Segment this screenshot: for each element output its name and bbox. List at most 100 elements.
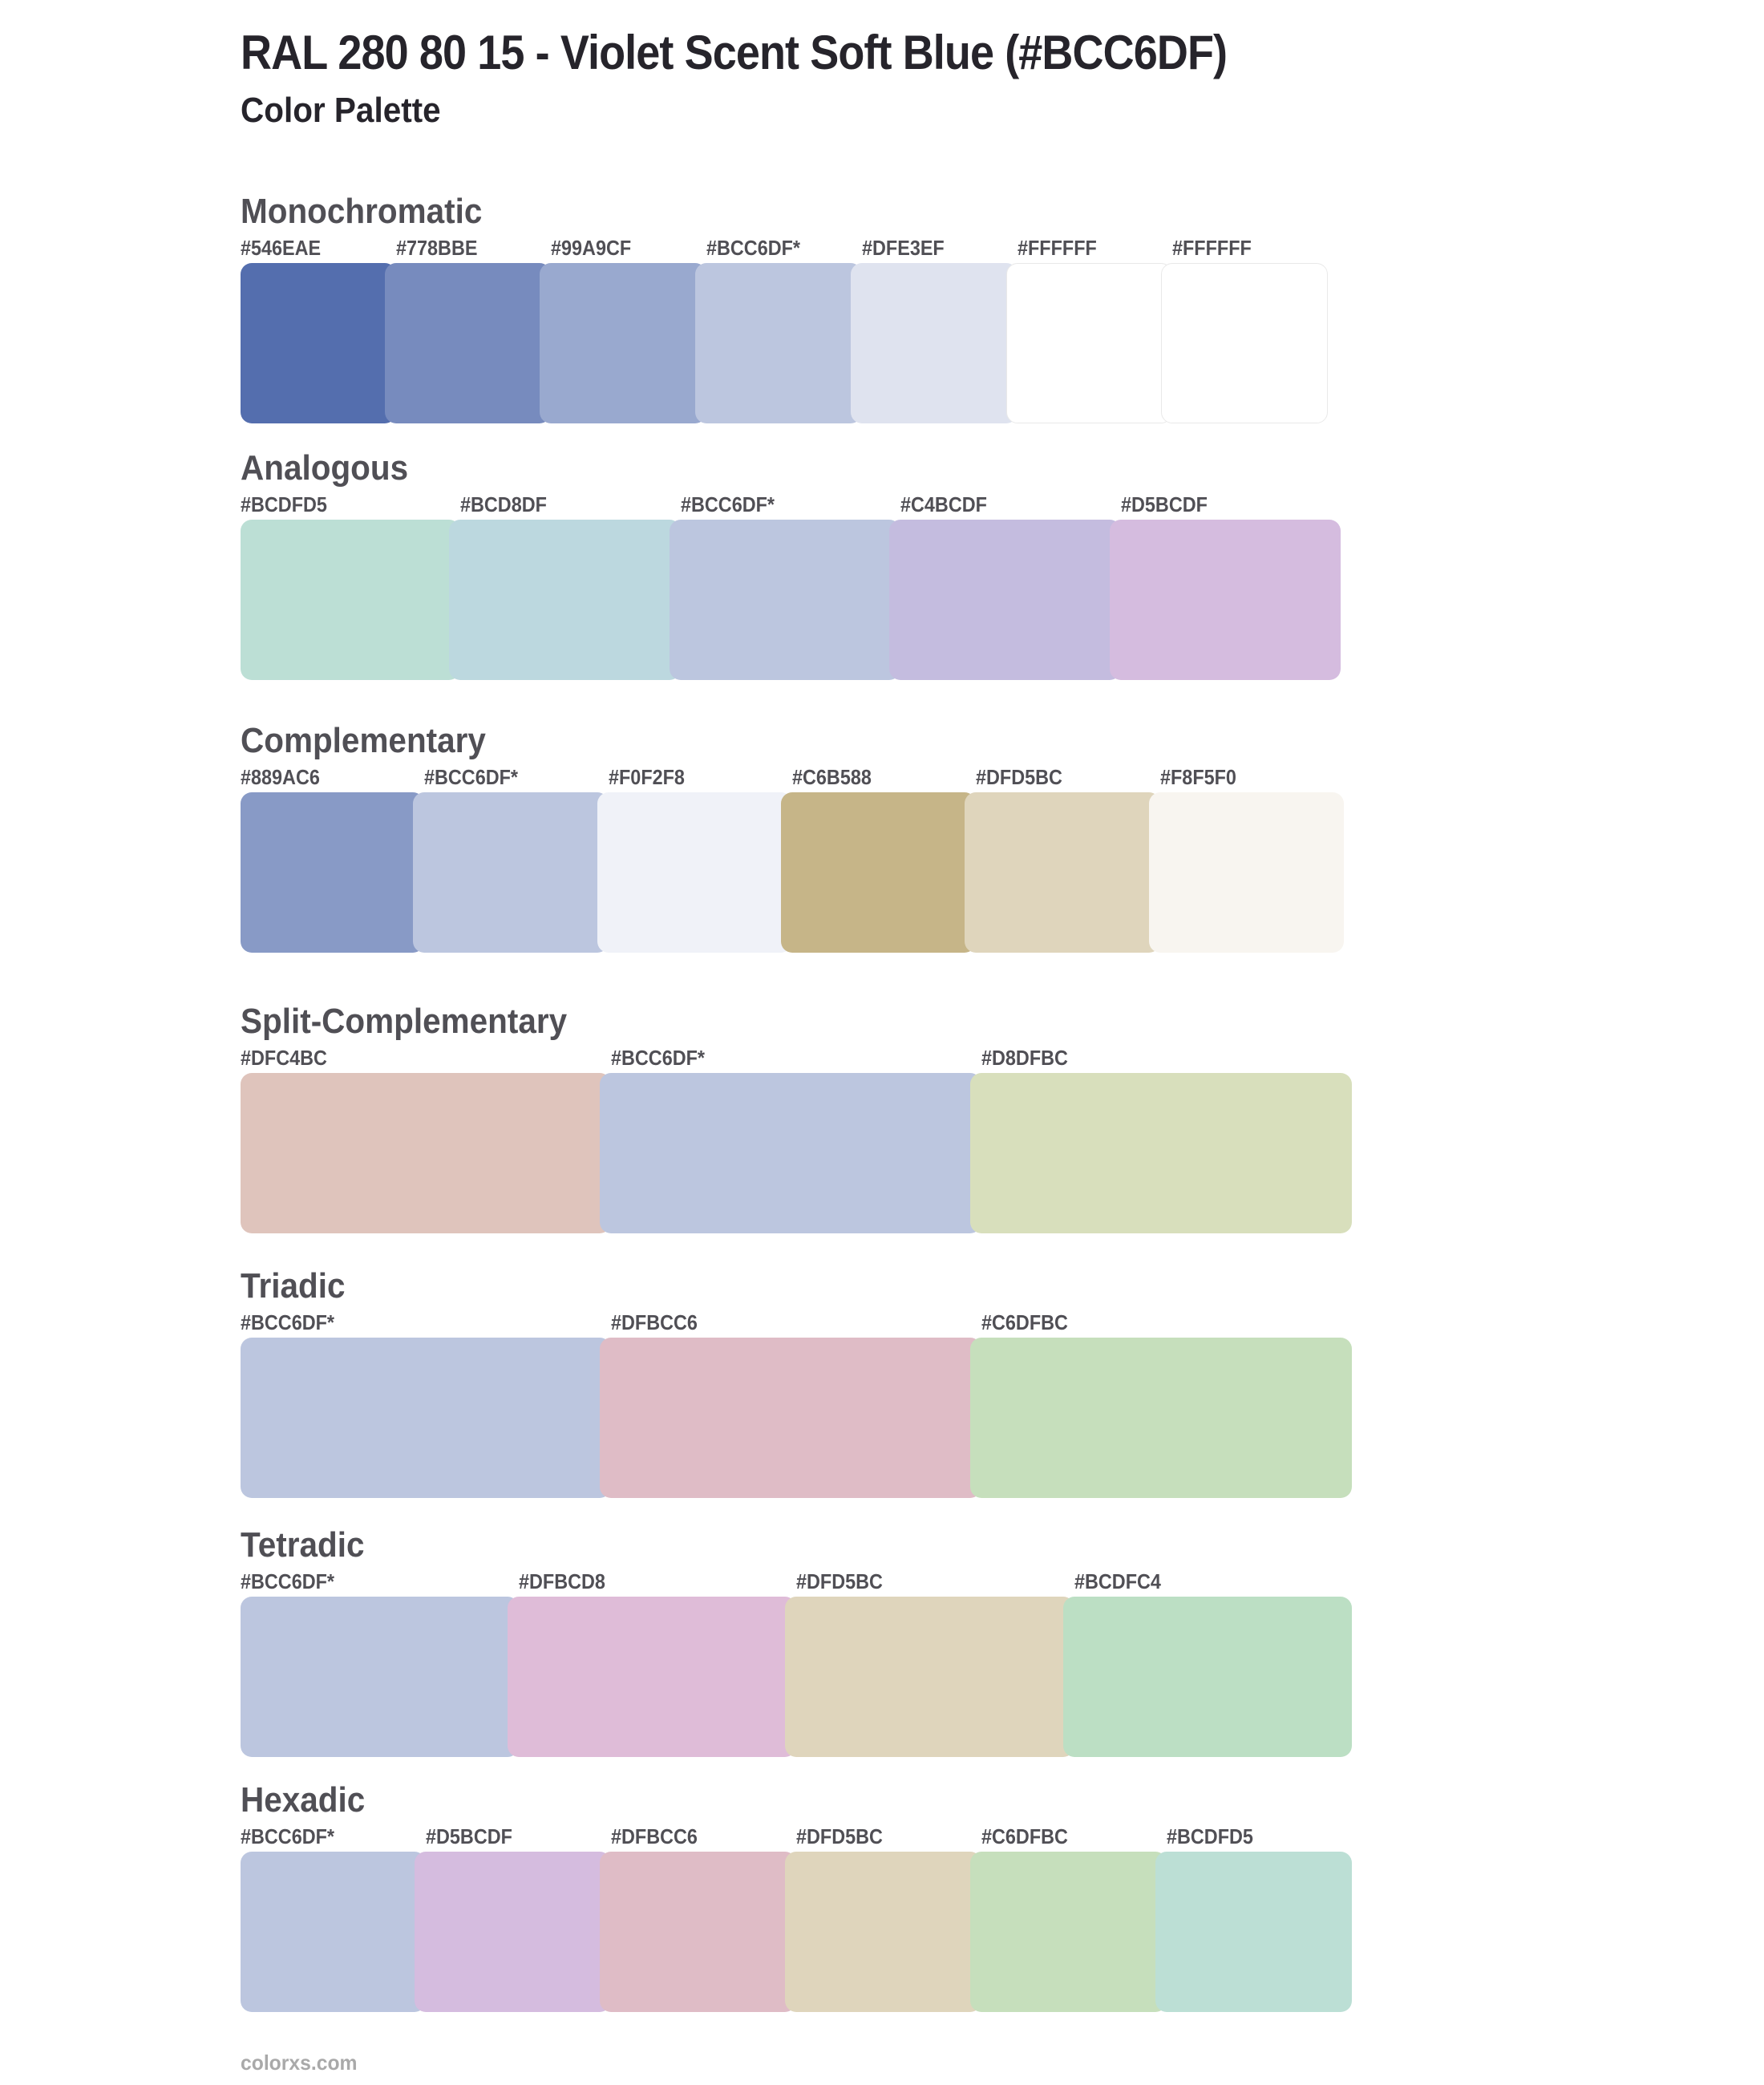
swatch-hex-label: #889AC6 — [241, 765, 320, 789]
color-swatch[interactable] — [449, 520, 681, 680]
section-triadic: Triadic #BCC6DF* #DFBCC6 #C6DFBC — [241, 1269, 1352, 1498]
color-swatch[interactable] — [965, 792, 1160, 953]
hex-label-row: #DFC4BC #BCC6DF* #D8DFBC — [241, 1047, 1352, 1068]
color-swatch[interactable] — [850, 263, 1018, 423]
swatch-row — [241, 1073, 1352, 1233]
section-analogous: Analogous #BCDFD5 #BCD8DF #BCC6DF* #C4BCDF #D… — [241, 451, 1341, 680]
swatch-row — [241, 1852, 1352, 2012]
color-swatch[interactable] — [970, 1073, 1352, 1233]
swatch-cell — [241, 520, 461, 680]
swatch-hex-label: #BCDFD5 — [1167, 1824, 1253, 1848]
swatch-cell — [889, 520, 1121, 680]
swatch-cell — [965, 792, 1160, 953]
swatch-hex-label: #BCD8DF — [460, 492, 548, 516]
color-swatch[interactable] — [241, 1597, 519, 1757]
color-swatch[interactable] — [241, 520, 461, 680]
color-swatch[interactable] — [1161, 263, 1329, 423]
swatch-hex-label: #FFFFFF — [1172, 236, 1252, 260]
section-heading: Split-Complementary — [241, 1002, 568, 1041]
swatch-hex-label: #F0F2F8 — [608, 765, 685, 789]
color-swatch[interactable] — [597, 792, 792, 953]
hex-label-row: #BCC6DF* #DFBCD8 #DFD5BC #BCDFC4 — [241, 1571, 1352, 1592]
swatch-hex-label: #BCDFD5 — [241, 492, 327, 516]
swatch-cell — [449, 520, 681, 680]
swatch-hex-label: #546EAE — [241, 236, 322, 260]
section-heading: Tetradic — [241, 1525, 365, 1565]
swatch-cell — [970, 1852, 1167, 2012]
swatch-cell — [1062, 1597, 1352, 1757]
swatch-cell — [1161, 263, 1329, 423]
color-swatch[interactable] — [507, 1597, 796, 1757]
color-swatch[interactable] — [970, 1852, 1167, 2012]
swatch-hex-label: #99A9CF — [551, 236, 632, 260]
swatch-hex-label: #BCDFC4 — [1074, 1569, 1161, 1593]
swatch-cell — [507, 1597, 796, 1757]
section-complementary: Complementary #889AC6 #BCC6DF* #F0F2F8 #C6B5… — [241, 723, 1344, 953]
swatch-hex-label: #DFBCC6 — [611, 1310, 698, 1334]
swatch-hex-label: #BCC6DF* — [424, 765, 519, 789]
color-swatch[interactable] — [785, 1597, 1074, 1757]
color-swatch[interactable] — [889, 520, 1121, 680]
color-swatch[interactable] — [1155, 1852, 1352, 2012]
swatch-hex-label: #BCC6DF* — [241, 1569, 335, 1593]
swatch-cell — [695, 263, 862, 423]
section-tetradic: Tetradic #BCC6DF* #DFBCD8 #DFD5BC #BCDFC4 — [241, 1528, 1352, 1757]
section-heading: Triadic — [241, 1266, 346, 1306]
color-swatch[interactable] — [600, 1073, 981, 1233]
hex-label-row: #546EAE #778BBE #99A9CF #BCC6DF* #DFE3EF #FFF… — [241, 237, 1328, 258]
swatch-row — [241, 1597, 1352, 1757]
swatch-hex-label: #DFD5BC — [796, 1824, 883, 1848]
section-hexadic: Hexadic #BCC6DF* #D5BCDF #DFBCC6 #DFD5BC #C6D… — [241, 1783, 1352, 2012]
color-swatch[interactable] — [1005, 263, 1173, 423]
color-swatch[interactable] — [1109, 520, 1341, 680]
swatch-hex-label: #DFBCD8 — [518, 1569, 605, 1593]
color-swatch[interactable] — [415, 1852, 611, 2012]
color-swatch[interactable] — [1062, 1597, 1352, 1757]
swatch-cell — [1109, 520, 1341, 680]
swatch-hex-label: #C6DFBC — [981, 1824, 1068, 1848]
swatch-hex-label: #DFD5BC — [796, 1569, 883, 1593]
hex-label-row: #BCDFD5 #BCD8DF #BCC6DF* #C4BCDF #D5BCDF — [241, 494, 1341, 515]
site-brand: colorxs.com — [241, 2051, 358, 2075]
color-swatch[interactable] — [695, 263, 862, 423]
swatch-hex-label: #BCC6DF* — [241, 1824, 335, 1848]
swatch-row — [241, 792, 1344, 953]
swatch-hex-label: #D5BCDF — [1120, 492, 1208, 516]
color-swatch[interactable] — [540, 263, 707, 423]
page-subtitle: Color Palette — [241, 91, 441, 130]
swatch-hex-label: #C6B588 — [791, 765, 872, 789]
swatch-cell — [415, 1852, 611, 2012]
color-swatch[interactable] — [780, 792, 977, 953]
swatch-hex-label: #BCC6DF* — [241, 1310, 335, 1334]
swatch-cell — [600, 1852, 796, 2012]
swatch-cell — [597, 792, 792, 953]
swatch-hex-label: #778BBE — [395, 236, 478, 260]
swatch-hex-label: #DFD5BC — [976, 765, 1063, 789]
color-swatch[interactable] — [241, 1852, 426, 2012]
swatch-hex-label: #DFC4BC — [241, 1046, 327, 1070]
color-swatch[interactable] — [785, 1852, 981, 2012]
swatch-hex-label: #BCC6DF* — [706, 236, 801, 260]
color-swatch[interactable] — [600, 1338, 981, 1498]
swatch-hex-label: #DFE3EF — [861, 236, 945, 260]
color-swatch[interactable] — [1148, 792, 1344, 953]
color-swatch[interactable] — [669, 520, 901, 680]
page-title: RAL 280 80 15 - Violet Scent Soft Blue (… — [241, 26, 1228, 79]
swatch-cell — [241, 1852, 426, 2012]
color-swatch[interactable] — [241, 263, 396, 423]
color-swatch[interactable] — [241, 1073, 611, 1233]
swatch-hex-label: #D5BCDF — [426, 1824, 512, 1848]
swatch-cell — [669, 520, 901, 680]
section-heading: Hexadic — [241, 1780, 366, 1820]
color-swatch[interactable] — [600, 1852, 796, 2012]
swatch-row — [241, 263, 1329, 423]
color-swatch[interactable] — [970, 1338, 1352, 1498]
swatch-hex-label: #C6DFBC — [981, 1310, 1068, 1334]
color-swatch[interactable] — [384, 263, 552, 423]
swatch-cell — [600, 1338, 981, 1498]
color-swatch[interactable] — [241, 1338, 611, 1498]
swatch-cell — [241, 1338, 611, 1498]
swatch-cell — [241, 1597, 519, 1757]
color-swatch[interactable] — [241, 792, 425, 953]
color-swatch[interactable] — [413, 792, 609, 953]
